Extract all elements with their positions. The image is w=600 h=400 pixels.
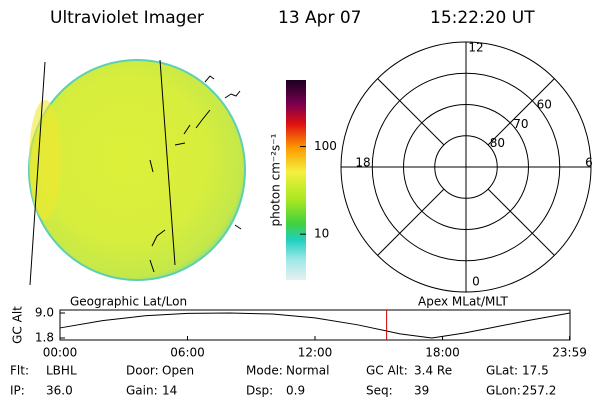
mlt-label: 12 [468, 41, 483, 55]
info-label: GLon: [486, 384, 521, 398]
y-tick-label: 1.8 [35, 331, 54, 345]
info-value: 36.0 [46, 384, 73, 398]
y-tick-label: 9.0 [35, 306, 54, 320]
colorbar-tick-label: 100 [314, 139, 337, 153]
colorbar-label: photon cm⁻²s⁻¹ [269, 133, 283, 226]
lat-label: 80 [490, 136, 505, 150]
info-value: LBHL [46, 364, 77, 378]
date: 13 Apr 07 [278, 8, 361, 28]
info-label: Gain: [126, 384, 158, 398]
x-tick-label: 23:59 [552, 346, 587, 360]
altitude-line [59, 312, 571, 339]
mlt-label: 6 [585, 156, 593, 170]
info-label: GC Alt: [366, 364, 408, 378]
colorbar [286, 80, 306, 280]
info-value: Open [162, 364, 194, 378]
panel-label: Apex MLat/MLT [418, 295, 508, 309]
info-value: Normal [286, 364, 329, 378]
panel-label: Geographic Lat/Lon [70, 295, 187, 309]
y-axis-label: GC Alt [11, 306, 25, 344]
info-label: Mode: [246, 364, 283, 378]
diag-line [487, 78, 555, 146]
time: 15:22:20 UT [430, 8, 535, 28]
info-label: Seq: [366, 384, 393, 398]
info-label: GLat: [486, 364, 518, 378]
info-value: 14 [162, 384, 177, 398]
x-tick-label: 06:00 [170, 346, 205, 360]
diag-line [377, 188, 445, 256]
x-tick-label: 12:00 [298, 346, 333, 360]
lat-label: 60 [537, 97, 552, 111]
lat-label: 70 [513, 117, 528, 131]
info-value: 3.4 Re [414, 364, 452, 378]
plot-frame [59, 309, 571, 341]
diag-line [487, 188, 555, 256]
title: Ultraviolet Imager [50, 8, 204, 28]
info-value: 17.5 [522, 364, 549, 378]
info-value: 257.2 [522, 384, 556, 398]
info-label: Dsp: [246, 384, 273, 398]
earth-image [28, 59, 246, 286]
diag-line [377, 78, 445, 146]
mlt-label: 18 [355, 156, 370, 170]
info-value: 39 [414, 384, 429, 398]
info-label: IP: [10, 384, 25, 398]
colorbar-tick-label: 10 [314, 227, 329, 241]
x-tick-label: 18:00 [425, 346, 460, 360]
info-label: Flt: [10, 364, 29, 378]
info-label: Door: [126, 364, 159, 378]
x-tick-label: 00:00 [43, 346, 78, 360]
mlt-label: 0 [472, 275, 480, 289]
info-value: 0.9 [286, 384, 305, 398]
